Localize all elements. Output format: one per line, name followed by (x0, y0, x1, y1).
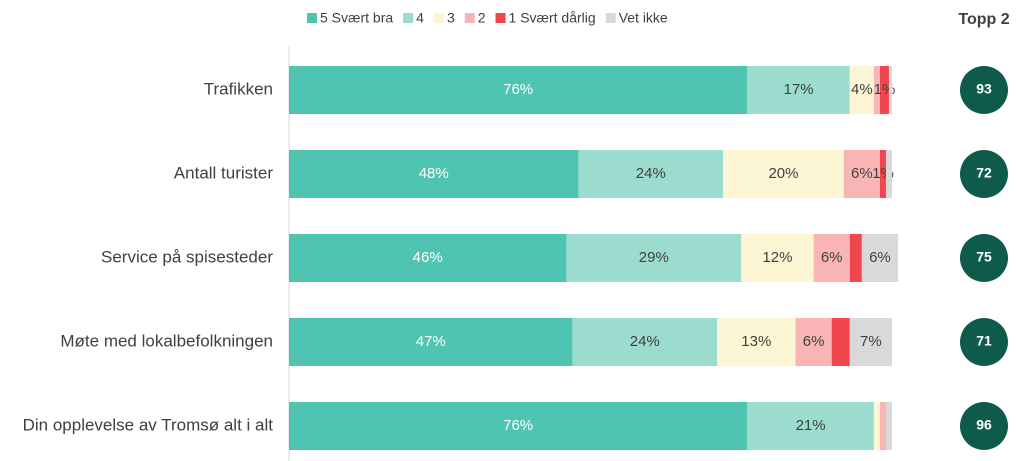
data-label: 76% (503, 417, 533, 434)
legend-label: Vet ikke (619, 10, 668, 26)
data-label: 29% (639, 249, 669, 266)
top2-value: 72 (976, 165, 992, 181)
legend-label: 2 (478, 10, 486, 26)
data-label: 12% (762, 249, 792, 266)
bar-segment (849, 318, 892, 366)
category-label: Din opplevelse av Tromsø alt i alt (23, 415, 274, 434)
bar-segment (289, 150, 579, 198)
bar-segment (879, 66, 889, 114)
data-label: 24% (636, 165, 666, 182)
top2-value: 93 (976, 81, 992, 97)
data-label: 76% (503, 81, 533, 98)
legend-label: 1 Svært dårlig (509, 10, 596, 26)
bar-segment (885, 150, 892, 198)
bar-segment (849, 66, 874, 114)
bar-segment (879, 402, 886, 450)
data-label: 6% (869, 249, 891, 266)
bar-segment (747, 66, 850, 114)
bar-segment (861, 234, 899, 282)
legend-swatch (605, 13, 616, 23)
data-label: 6% (851, 165, 873, 182)
legend-swatch (464, 13, 475, 23)
bar-segment (572, 318, 718, 366)
data-label: 4% (851, 81, 873, 98)
bar-segment (813, 234, 850, 282)
data-label: 21% (796, 417, 826, 434)
category-label: Service på spisesteder (101, 247, 273, 266)
data-label: 7% (860, 333, 882, 350)
data-label: 20% (768, 165, 798, 182)
legend-label: 4 (416, 10, 424, 26)
bar-segment (849, 234, 862, 282)
data-label: 1% (874, 81, 896, 98)
bar-segment (289, 66, 748, 114)
bar-segment (289, 402, 748, 450)
data-label: 46% (413, 249, 443, 266)
top2-badge (960, 66, 1008, 114)
top2-badge (960, 150, 1008, 198)
data-label: 48% (419, 165, 449, 182)
legend-swatch (403, 13, 414, 23)
top2-value: 75 (976, 249, 992, 265)
top2-title: Topp 2 (958, 11, 1009, 28)
top2-value: 71 (976, 333, 992, 349)
legend-swatch (307, 13, 317, 23)
data-label: 24% (630, 333, 660, 350)
bar-segment (795, 318, 832, 366)
data-label: 6% (821, 249, 843, 266)
bar-segment (578, 150, 724, 198)
category-label: Møte med lokalbefolkningen (60, 331, 273, 350)
bar-segment (831, 318, 850, 366)
bar-segment (289, 234, 567, 282)
legend-label: 5 Svært bra (320, 10, 393, 26)
bar-segment (723, 150, 844, 198)
data-label: 47% (416, 333, 446, 350)
bar-segment (566, 234, 742, 282)
data-label: 13% (741, 333, 771, 350)
legend-label: 3 (447, 10, 455, 26)
legend-swatch (433, 13, 444, 23)
bar-segment (879, 150, 886, 198)
bar-segment (741, 234, 814, 282)
bar-segment (873, 402, 880, 450)
legend-swatch (495, 13, 506, 23)
bar-segment (888, 66, 892, 114)
top2-badge (960, 318, 1008, 366)
bar-segment (289, 318, 573, 366)
data-label: 17% (784, 81, 814, 98)
bar-segment (717, 318, 796, 366)
top2-value: 96 (976, 417, 992, 433)
bar-segment (747, 402, 874, 450)
bar-segment (843, 150, 880, 198)
category-label: Antall turister (174, 163, 274, 182)
bar-segment (885, 402, 892, 450)
category-label: Trafikken (204, 79, 273, 98)
data-label: 6% (803, 333, 825, 350)
top2-badge (960, 402, 1008, 450)
top2-badge (960, 234, 1008, 282)
bar-segment (873, 66, 880, 114)
